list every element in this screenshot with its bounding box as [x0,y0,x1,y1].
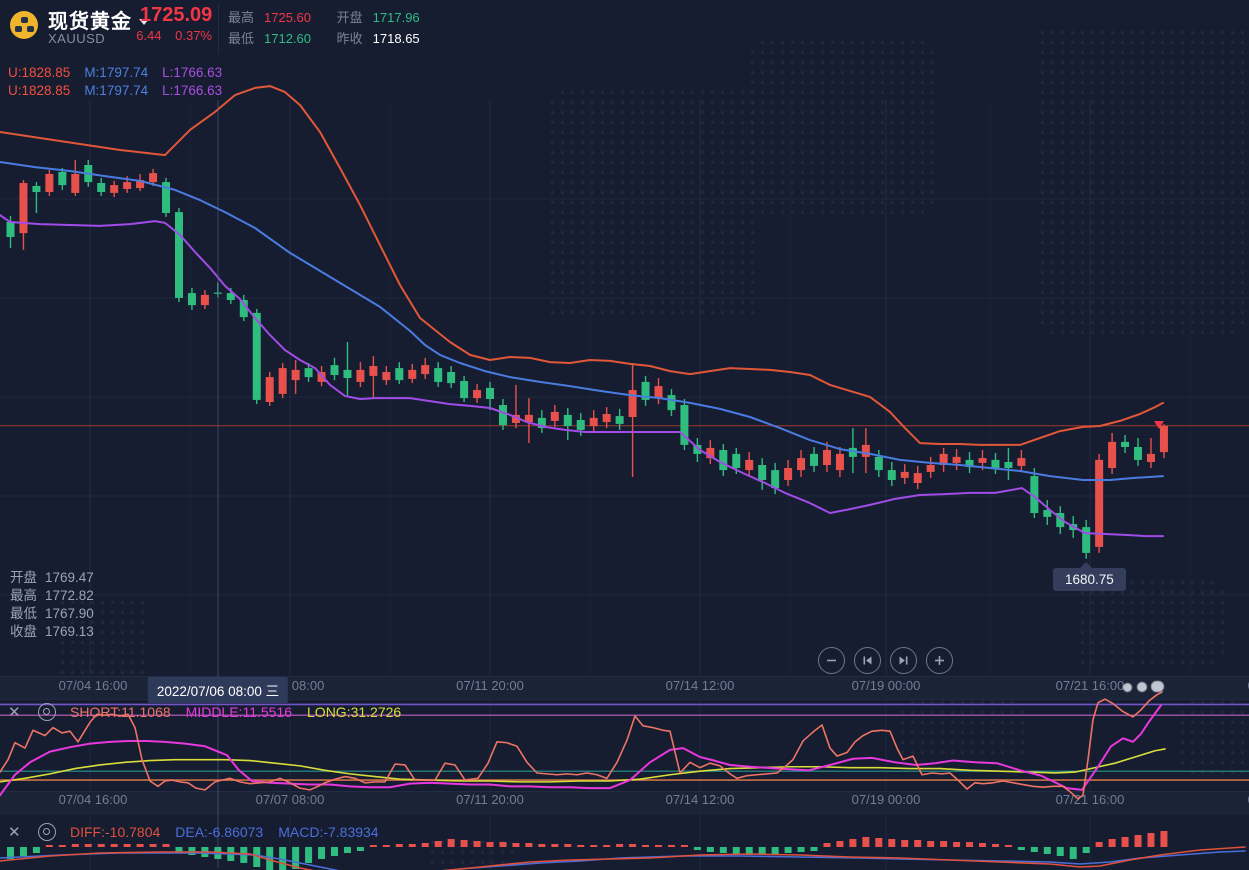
header-divider [218,4,219,54]
boll-lower-value: L:1766.63 [162,65,223,80]
settings-gear-icon[interactable] [38,823,56,841]
ohlc-high-value: 1772.82 [45,588,94,603]
oscillator-header: ✕ SHORT:11.1068 MIDDLE:11.5516 LONG:31.2… [8,703,416,721]
chart-nav-controls [818,647,953,674]
open-value: 1717.96 [372,10,420,25]
bollinger-bands [0,85,1164,538]
macd-panel [0,831,1246,870]
loading-dots-indicator [1121,680,1173,694]
instrument-name: 现货黄金 [48,11,132,33]
time-tick-label: 07/11 20:00 [456,678,524,693]
time-tick-label: 07/11 20:00 [456,792,524,807]
plus-icon [935,656,944,665]
ohlc-low-value: 1767.90 [45,606,94,621]
header: 现货黄金 XAUUSD 1725.09 6.44 0.37% 最高 1725.60… [0,0,1249,60]
boll-legend-row: U:1828.85 M:1797.74 L:1766.63 [8,82,222,100]
time-tick-label: 07/26 08:00 [1248,678,1249,693]
ohlc-open-value: 1769.47 [45,570,94,585]
time-tick-label: 07/19 00:00 [852,792,921,807]
low-value: 1712.60 [264,31,312,46]
ohlc-readout: 开盘 1769.47 最高 1772.82 最低 1767.90 收盘 1769.13 [10,569,94,641]
chevron-down-icon [139,19,149,25]
skip-end-icon [899,656,908,665]
high-value: 1725.60 [264,10,312,25]
zoom-in-button[interactable] [926,647,953,674]
skip-start-icon [863,656,872,665]
world-map-dots [55,25,1249,869]
crosshair-date-tooltip: 2022/07/06 08:00 三 [147,677,289,703]
low-label: 最低 [228,31,255,46]
prev-close-label: 昨收 [336,31,363,46]
change-percent: 0.37% [175,28,212,43]
time-tick-label: 07/14 12:00 [666,678,735,693]
instrument-title-dropdown[interactable]: 现货黄金 [48,5,149,34]
ohlc-high-label: 最高 [10,588,37,603]
low-price-tooltip: 1680.75 [1053,562,1126,591]
time-tick-label: 07/21 16:00 [1056,678,1125,693]
osc-short-value: SHORT:11.1068 [70,704,171,720]
change-value: 6.44 [136,28,162,43]
osc-long-value: LONG:31.2726 [307,704,402,720]
time-tick-label: 07/04 16:00 [59,678,128,693]
time-tick-label: 07/07 08:00 [256,792,325,807]
close-icon[interactable]: ✕ [8,823,21,841]
macd-header: ✕ DIFF:-10.7804 DEA:-6.86073 MACD:-7.839… [8,823,394,841]
bollinger-legend: U:1828.85 M:1797.74 L:1766.63 U:1828.85 M:1… [8,64,222,100]
ohlc-close-value: 1769.13 [45,624,94,639]
jump-end-button[interactable] [890,647,917,674]
last-price-marker [1154,421,1164,429]
jump-start-button[interactable] [854,647,881,674]
close-icon[interactable]: ✕ [8,703,21,721]
time-tick-label: 07/14 12:00 [666,792,735,807]
daily-stats: 最高 1725.60 开盘 1717.96 最低 1712.60 昨收 1718.65 [228,7,442,49]
macd-dea-value: DEA:-6.86073 [175,824,264,840]
boll-middle-value: M:1797.74 [84,65,149,80]
boll-upper-value: U:1828.85 [8,65,71,80]
candles-layer [6,159,1168,559]
axis-strips [0,676,1249,814]
last-price: 1725.09 [140,4,213,26]
minus-icon [827,659,836,662]
open-label: 开盘 [336,10,363,25]
zoom-out-button[interactable] [818,647,845,674]
time-tick-label: 07/04 16:00 [59,792,128,807]
gold-logo-icon [10,11,38,39]
instrument-symbol: XAUUSD [48,31,106,46]
ohlc-close-label: 收盘 [10,624,37,639]
time-tick-label: 07/21 16:00 [1056,792,1125,807]
boll-middle-value: M:1797.74 [84,83,149,98]
ohlc-open-label: 开盘 [10,570,37,585]
ohlc-low-label: 最低 [10,606,37,621]
boll-upper-value: U:1828.85 [8,83,71,98]
time-tick-label: 07/26 08:00 [1248,792,1249,807]
boll-legend-row: U:1828.85 M:1797.74 L:1766.63 [8,64,222,82]
oscillator-panel [0,691,1249,800]
price-change: 6.44 0.37% [118,28,212,43]
boll-lower-value: L:1766.63 [162,83,223,98]
macd-diff-value: DIFF:-10.7804 [70,824,161,840]
prev-close-value: 1718.65 [372,31,420,46]
high-label: 最高 [228,10,255,25]
osc-middle-value: MIDDLE:11.5516 [185,704,293,720]
macd-value: MACD:-7.83934 [278,824,379,840]
settings-gear-icon[interactable] [38,703,56,721]
time-tick-label: 07/19 00:00 [852,678,921,693]
